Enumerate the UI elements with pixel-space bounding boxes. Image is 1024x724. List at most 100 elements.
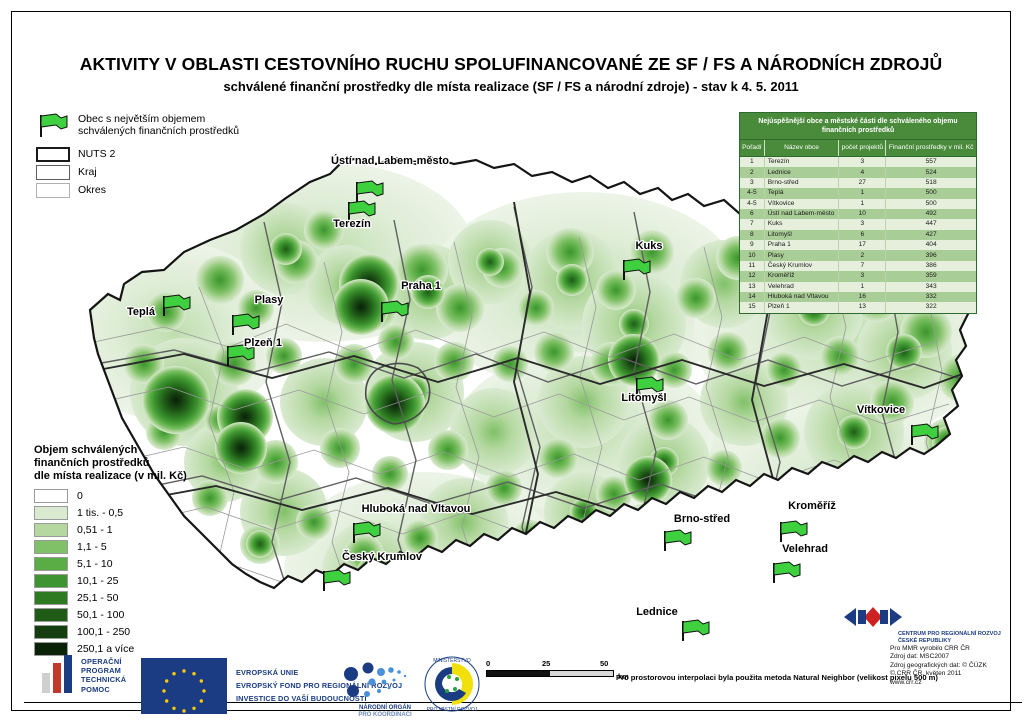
top-municipalities-table: Nejúspěšnější obce a městské části dle s… bbox=[739, 112, 977, 314]
legend-class-swatch bbox=[34, 522, 68, 537]
table-cell: 3 bbox=[838, 271, 887, 282]
legend-item-kraj-label: Kraj bbox=[78, 165, 97, 178]
map-city-label: Plzeň 1 bbox=[244, 337, 282, 349]
top-municipality-flag-icon[interactable] bbox=[623, 258, 651, 280]
legend-value-title-l3: dle místa realizace (v mil. Kč) bbox=[34, 470, 187, 482]
table-cell: 4 bbox=[838, 167, 887, 178]
table-cell: 1 bbox=[838, 281, 887, 292]
top-municipality-flag-icon[interactable] bbox=[381, 300, 409, 322]
nok-line-1: NÁRODNÍ ORGÁN bbox=[359, 705, 411, 711]
legend-class-swatch bbox=[34, 488, 68, 503]
table-cell: 3 bbox=[838, 156, 887, 168]
table-cell: 10 bbox=[838, 208, 887, 220]
legend-item-nuts2: NUTS 2 bbox=[36, 147, 251, 162]
scale-bar-graphic bbox=[486, 670, 614, 677]
top-municipality-flag-icon[interactable] bbox=[911, 423, 939, 445]
legend-class-label: 10,1 - 25 bbox=[77, 574, 119, 587]
table-row: 1 Terezín 3 557 bbox=[740, 156, 976, 168]
top-municipality-flag-icon[interactable] bbox=[353, 521, 381, 543]
optp-line-3: TECHNICKÁ bbox=[81, 675, 127, 685]
table-cell: 500 bbox=[885, 188, 976, 199]
table-cell: Teplá bbox=[764, 188, 840, 199]
nok-line-2: PRO KOORDINACI bbox=[358, 712, 412, 718]
poster-frame: AKTIVITY V OBLASTI CESTOVNÍHO RUCHU SPOL… bbox=[11, 11, 1022, 718]
table-cell: 322 bbox=[885, 302, 976, 313]
table-cell: 7 bbox=[740, 219, 765, 230]
legend-class-label: 1 tis. - 0,5 bbox=[77, 506, 124, 519]
table-row: 15 Plzeň 1 13 322 bbox=[740, 302, 976, 313]
map-city-label: Hluboká nad Vltavou bbox=[362, 503, 471, 515]
top-municipality-flag-icon[interactable] bbox=[636, 376, 664, 398]
optp-line-1: OPERAČNÍ bbox=[81, 657, 122, 666]
table-header-row: Pořadí Název obce počet projektů Finanční p… bbox=[740, 140, 976, 157]
table-row: 8 Litomyšl 6 427 bbox=[740, 229, 976, 240]
table-cell: 27 bbox=[838, 177, 887, 189]
table-cell: Český Krumlov bbox=[764, 260, 840, 272]
scale-ticks: 0 25 50 bbox=[486, 659, 614, 670]
table-cell: 427 bbox=[885, 229, 976, 240]
svg-text:MINISTERSTVO: MINISTERSTVO bbox=[433, 658, 471, 664]
table-column-header: počet projektů bbox=[838, 140, 887, 157]
state-border bbox=[88, 156, 972, 590]
table-cell: 332 bbox=[885, 291, 976, 303]
legend-value-title-l1: Objem schválených bbox=[34, 444, 138, 456]
legend-class-swatch bbox=[34, 505, 68, 520]
table-row: 6 Ústí nad Labem-město 10 492 bbox=[740, 208, 976, 220]
table-cell: 557 bbox=[885, 156, 976, 168]
table-cell: 9 bbox=[740, 240, 765, 251]
top-municipality-flag-icon[interactable] bbox=[348, 200, 376, 222]
credit-line-1: Pro MMR vyrobilo CRR ČR bbox=[890, 645, 970, 652]
credit-line-5[interactable]: www.crr.cz bbox=[890, 678, 922, 686]
map-city-label: Vítkovice bbox=[857, 404, 905, 416]
table-cell: 6 bbox=[838, 229, 887, 240]
legend-class-swatch bbox=[34, 641, 68, 656]
optp-line-4: POMOC bbox=[81, 684, 110, 694]
top-municipality-flag-icon[interactable] bbox=[356, 180, 384, 202]
credit-line-3: Zdroj geografických dat: © ČÚZK bbox=[890, 661, 987, 669]
map-city-label: Lednice bbox=[636, 606, 678, 618]
map-city-label: Kuks bbox=[636, 240, 663, 252]
nok-logo-text: NÁRODNÍ ORGÁN PRO KOORDINACI bbox=[345, 705, 425, 719]
map-canvas[interactable]: Ústí nad Labem-město Terezín Kuks Teplá Plas… bbox=[24, 102, 1022, 647]
legend-class-row: 0,51 - 1 bbox=[34, 522, 214, 537]
table-cell: 12 bbox=[740, 271, 765, 282]
top-municipality-flag-icon[interactable] bbox=[323, 569, 351, 591]
scale-unit-label: km bbox=[618, 672, 629, 681]
legend-class-row: 50,1 - 100 bbox=[34, 607, 214, 622]
table-cell: 343 bbox=[885, 281, 976, 292]
table-row: 3 Brno-střed 27 518 bbox=[740, 177, 976, 189]
table-column-header: Pořadí bbox=[740, 140, 765, 157]
top-municipality-flag-icon[interactable] bbox=[664, 529, 692, 551]
table-row: 12 Kroměříž 3 359 bbox=[740, 271, 976, 282]
optp-bars-icon bbox=[42, 655, 75, 694]
top-municipality-flag-icon[interactable] bbox=[232, 313, 260, 335]
legend-class-row: 10,1 - 25 bbox=[34, 573, 214, 588]
table-row: 4-5 Teplá 1 500 bbox=[740, 188, 976, 199]
kraj-swatch bbox=[36, 165, 70, 180]
table-cell: 1 bbox=[838, 188, 887, 199]
legend-item-okres-label: Okres bbox=[78, 183, 107, 196]
table-cell: Kuks bbox=[764, 219, 840, 230]
legend-class-row: 1 tis. - 0,5 bbox=[34, 505, 214, 520]
map-city-label: Teplá bbox=[127, 306, 156, 318]
top-municipality-flag-icon[interactable] bbox=[227, 344, 255, 366]
top-municipality-flag-icon[interactable] bbox=[163, 294, 191, 316]
table-cell: 404 bbox=[885, 240, 976, 251]
legend-class-label: 50,1 - 100 bbox=[77, 608, 125, 621]
table-cell: 3 bbox=[740, 177, 765, 189]
table-cell: 10 bbox=[740, 250, 765, 261]
table-cell: Hluboká nad Vltavou bbox=[764, 291, 840, 303]
table-row: 4-5 Vítkovice 1 500 bbox=[740, 198, 976, 209]
legend-class-row: 250,1 a více bbox=[34, 641, 214, 656]
table-cell: 11 bbox=[740, 260, 765, 272]
top-municipality-flag-icon[interactable] bbox=[780, 520, 808, 542]
legend-class-swatch bbox=[34, 624, 68, 639]
top-municipality-flag-icon[interactable] bbox=[773, 561, 801, 583]
table-cell: 7 bbox=[838, 260, 887, 272]
table-row: 9 Praha 1 17 404 bbox=[740, 240, 976, 251]
top-municipality-flag-icon[interactable] bbox=[682, 619, 710, 641]
table-row: 14 Hluboká nad Vltavou 16 332 bbox=[740, 291, 976, 303]
flag-icon bbox=[36, 112, 70, 138]
table-column-header: Finanční prostředky v mil. Kč bbox=[885, 140, 976, 157]
